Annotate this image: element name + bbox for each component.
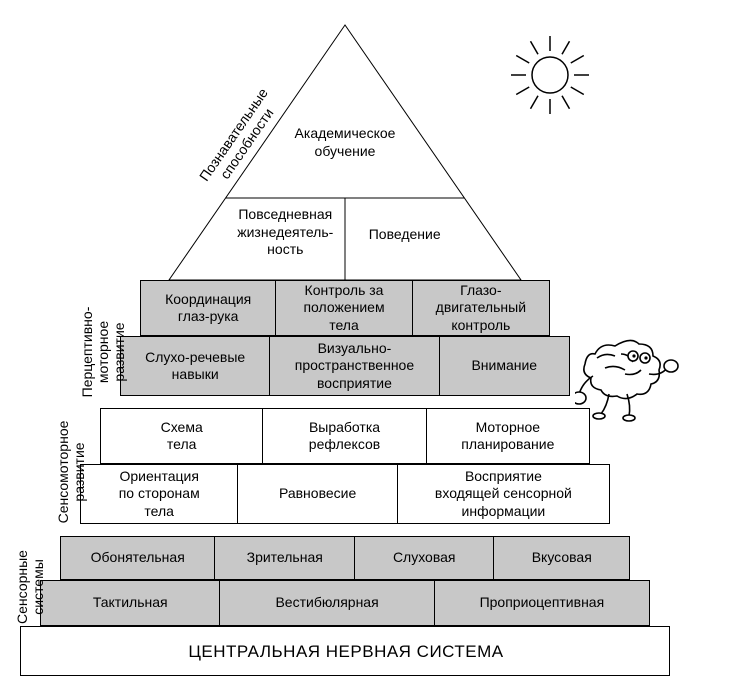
cell: Вкусовая (494, 537, 629, 579)
cell: Слухо-речевыенавыки (121, 337, 270, 395)
cell: Контроль заположениемтела (276, 281, 412, 335)
tier-t2a: СхемателаВыработкарефлексовМоторноеплани… (100, 408, 590, 464)
side-label: Перцептивно-моторноеразвитие (79, 282, 127, 422)
cell: Выработкарефлексов (263, 409, 426, 463)
side-label: Сенсорныесистемы (14, 517, 46, 657)
cell: Тактильная (41, 581, 220, 625)
apex-row2-left: Повседневнаяжизнедеятель-ность (228, 206, 343, 259)
cell: Глазо-двигательныйконтроль (413, 281, 549, 335)
pyramid-diagram: Академическоеобучение Повседневнаяжизнед… (0, 0, 734, 686)
cell: Вестибюлярная (220, 581, 434, 625)
cell: Визуально-пространственноевосприятие (270, 337, 439, 395)
tier-t1b: ТактильнаяВестибюлярнаяПроприоцептивная (40, 580, 650, 626)
base-tier: ЦЕНТРАЛЬНАЯ НЕРВНАЯ СИСТЕМА (20, 626, 670, 676)
brain-boxer-icon (575, 324, 685, 434)
apex-top-text: Академическоеобучение (265, 125, 425, 160)
cell: Слуховая (355, 537, 495, 579)
tier-t1a: ОбонятельнаяЗрительнаяСлуховаяВкусовая (60, 536, 630, 580)
cell: Координацияглаз-рука (141, 281, 276, 335)
cell: Обонятельная (61, 537, 215, 579)
apex-row2-right: Поведение (347, 226, 462, 244)
cell: Восприятиевходящей сенсорнойинформации (398, 465, 609, 523)
tier-t2b: Ориентацияпо сторонамтелаРавновесиеВоспр… (80, 464, 610, 524)
side-label: Сенсомоторноеразвитие (55, 402, 87, 542)
cell: Проприоцептивная (435, 581, 649, 625)
base-label: ЦЕНТРАЛЬНАЯ НЕРВНАЯ СИСТЕМА (21, 642, 671, 662)
cell: Внимание (440, 337, 569, 395)
tier-t3a: Координацияглаз-рукаКонтроль заположение… (140, 280, 550, 336)
tier-t3b: Слухо-речевыенавыкиВизуально-пространств… (120, 336, 570, 396)
cell: Ориентацияпо сторонамтела (81, 465, 238, 523)
cell: Моторноепланирование (427, 409, 589, 463)
cell: Зрительная (215, 537, 355, 579)
sun-icon (500, 25, 600, 125)
cell: Равновесие (238, 465, 397, 523)
